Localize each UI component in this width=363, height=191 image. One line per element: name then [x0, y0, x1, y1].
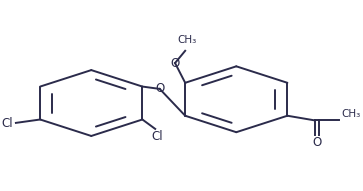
- Text: O: O: [171, 57, 180, 70]
- Text: CH₃: CH₃: [341, 108, 360, 119]
- Text: O: O: [313, 136, 322, 149]
- Text: O: O: [155, 82, 164, 96]
- Text: Cl: Cl: [151, 130, 163, 143]
- Text: Cl: Cl: [1, 117, 13, 130]
- Text: CH₃: CH₃: [177, 35, 196, 45]
